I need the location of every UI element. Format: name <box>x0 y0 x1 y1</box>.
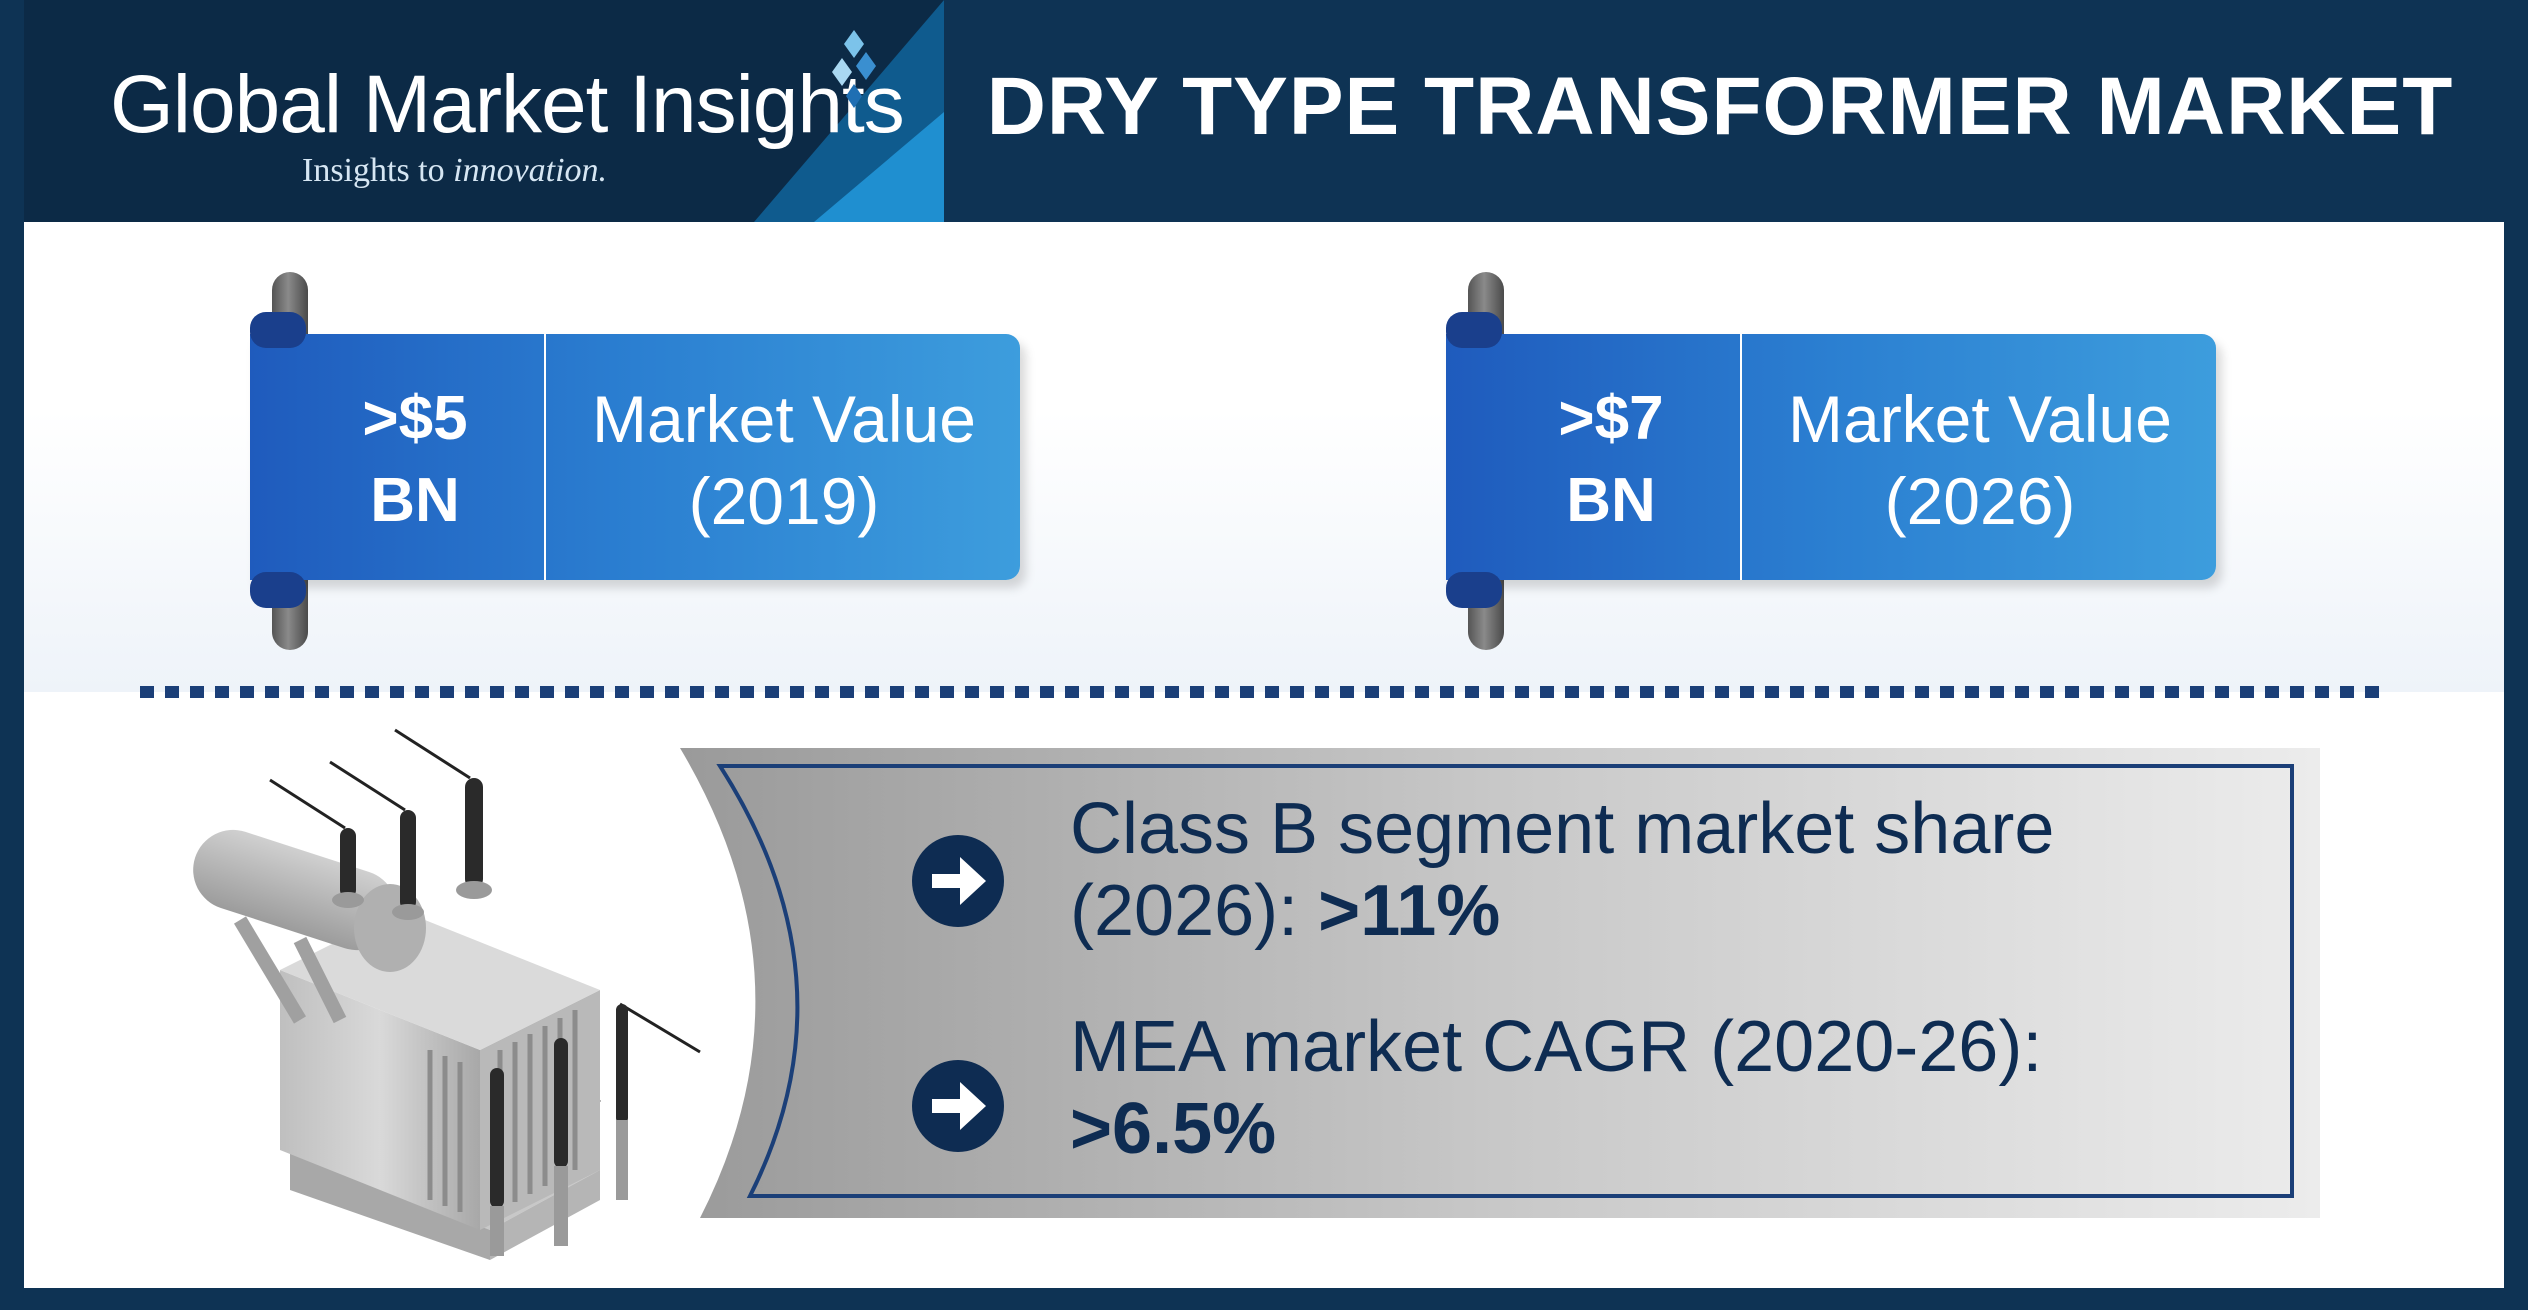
tagline-emphasis: innovation. <box>453 152 608 189</box>
stat-line: MEA market CAGR (2020-26): <box>1070 1007 2043 1087</box>
brand-name: Global Market Insights <box>110 59 905 150</box>
stat-year: (2026): <box>1070 871 1319 951</box>
card-value-unit: BN <box>370 466 460 535</box>
card-body <box>1446 334 2216 580</box>
card-label-text: Market Value <box>1788 382 2172 456</box>
stat-line: Class B segment market share <box>1070 789 2055 869</box>
card-value-amount: >$7 <box>1558 384 1664 453</box>
card-label-year: (2019) <box>688 464 880 538</box>
card-label-year: (2026) <box>1884 464 2076 538</box>
stat-line-value: (2026): >11% <box>1070 870 2054 952</box>
card-value-unit: BN <box>1566 466 1656 535</box>
arrow-right-circle-icon <box>912 1060 1004 1152</box>
scroll-roll-bottom <box>250 572 306 608</box>
card-label: Market Value (2026) <box>1744 378 2216 542</box>
card-divider <box>544 334 546 580</box>
stat-mea-cagr: MEA market CAGR (2020-26): >6.5% <box>1070 1006 2042 1170</box>
card-value-amount: >$5 <box>362 384 468 453</box>
tagline-prefix: Insights to <box>302 152 454 189</box>
scroll-roll-top <box>1446 312 1502 348</box>
logo-diamond-icon <box>832 30 876 108</box>
card-label-text: Market Value <box>592 382 976 456</box>
header-bar: Global Market Insights Insights to innov… <box>0 0 2528 222</box>
scroll-roll-top <box>250 312 306 348</box>
stat-value: >11% <box>1318 871 1501 951</box>
stat-value: >6.5% <box>1070 1089 1277 1169</box>
transformer-illustration <box>193 728 701 1260</box>
stats-panel-shape <box>680 748 2320 1218</box>
dotted-divider <box>140 686 2390 698</box>
card-label: Market Value (2019) <box>548 378 1020 542</box>
card-value: >$7 BN <box>1486 378 1736 542</box>
brand-tagline: Insights to innovation. <box>302 152 607 190</box>
logo-accent-shape-small <box>814 112 944 222</box>
page-title: DRY TYPE TRANSFORMER MARKET <box>986 61 2454 152</box>
arrow-right-circle-icon <box>912 835 1004 927</box>
card-divider <box>1740 334 1742 580</box>
card-body <box>250 334 1020 580</box>
card-value: >$5 BN <box>290 378 540 542</box>
stat-line-value: >6.5% <box>1070 1088 2042 1170</box>
brand-logo: Global Market Insights Insights to innov… <box>24 0 944 222</box>
scroll-roll-bottom <box>1446 572 1502 608</box>
stat-class-b-share: Class B segment market share (2026): >11… <box>1070 788 2054 952</box>
